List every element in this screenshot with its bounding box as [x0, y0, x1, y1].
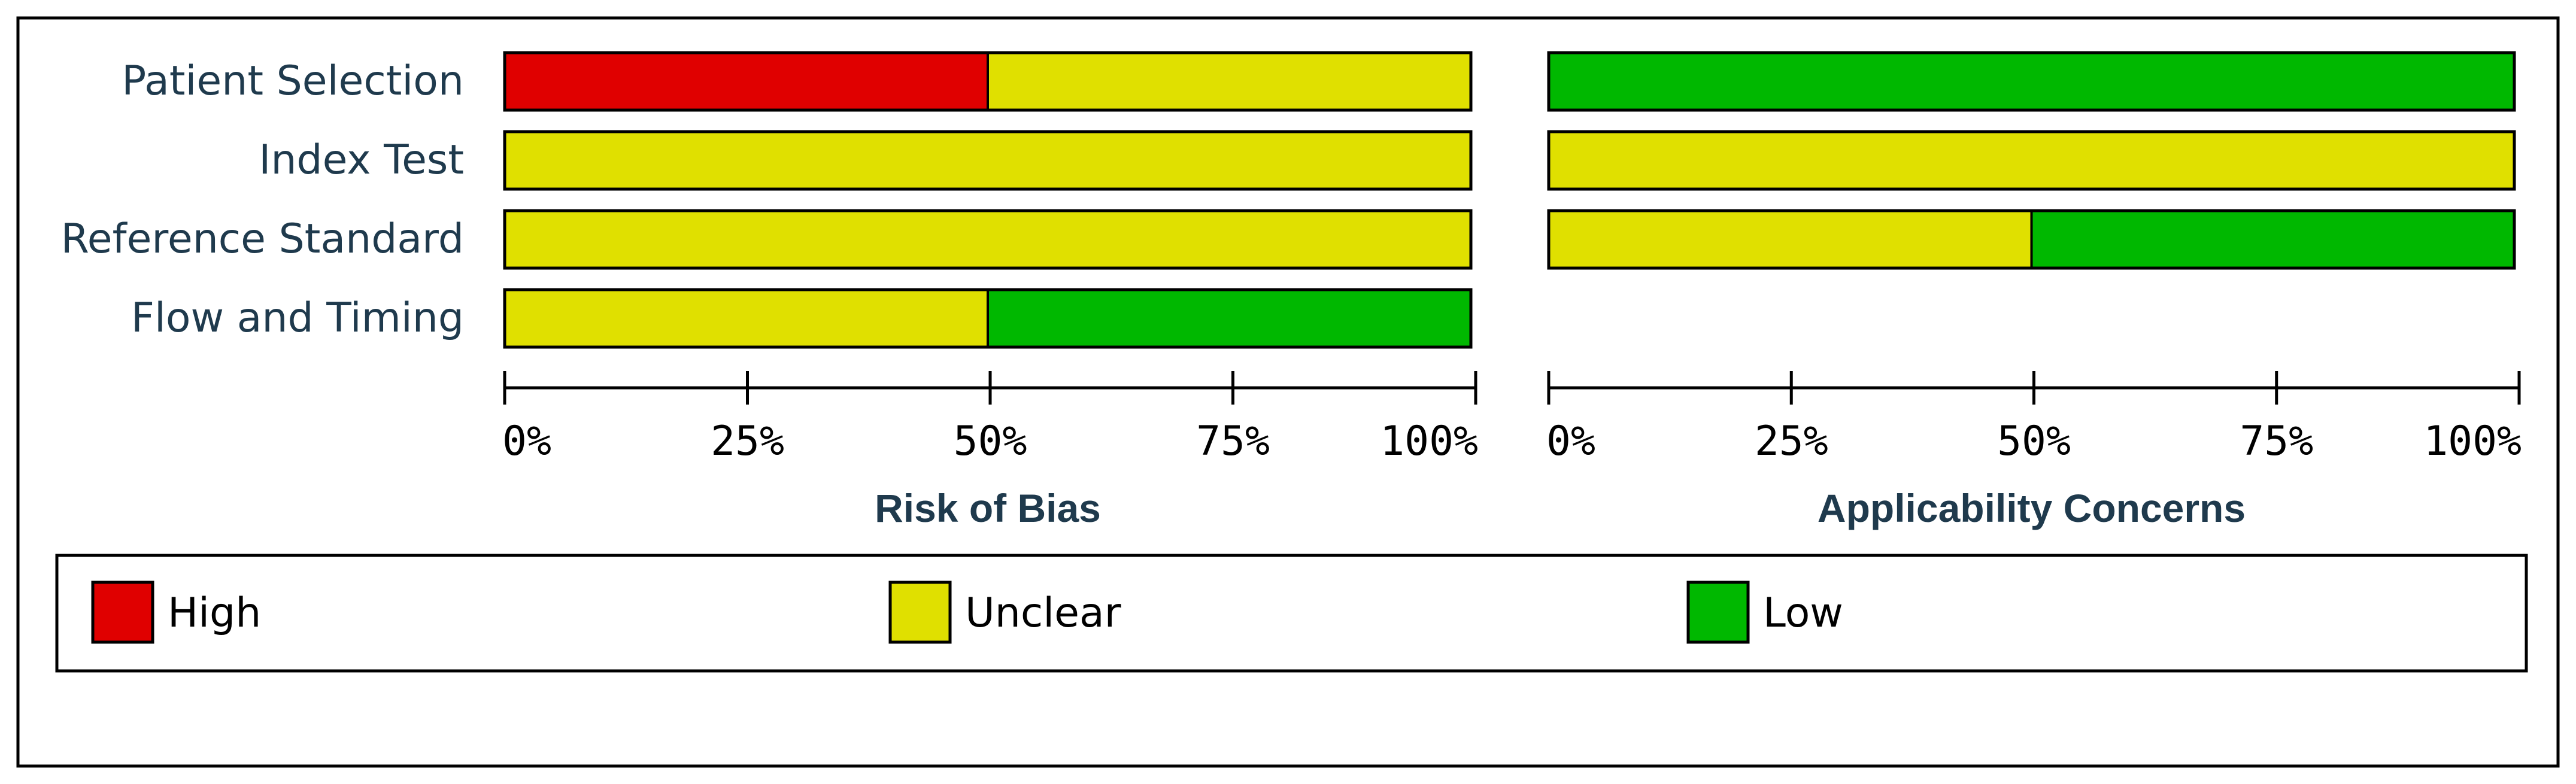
legend-swatch-high — [91, 581, 154, 644]
risk-of-bias-panel: 0% 25% 50% 75% 100% Risk of Bias — [502, 51, 1478, 530]
row-label-flow-and-timing: Flow and Timing — [131, 294, 464, 342]
bar-segment-patient-selection-high — [505, 53, 988, 110]
row-label-reference-standard: Reference Standard — [61, 215, 464, 263]
bar-outline-reference-standard — [503, 209, 1473, 270]
applicability-concerns-panel: 0% 25% 50% 75% 100% Applicability Concerns — [1546, 51, 2522, 530]
bar-segment-patient-selection-low — [1549, 53, 2514, 110]
x-tick-label-50: 50% — [1997, 418, 2071, 465]
bar-segment-index-test-unclear — [1549, 132, 2514, 189]
legend-label-unclear: Unclear — [965, 589, 1121, 637]
x-tick-label-25: 25% — [711, 418, 784, 465]
row-labels: Patient Selection Index Test Reference Sta… — [61, 57, 464, 342]
legend-label-low: Low — [1763, 589, 1843, 637]
x-tick-label-0: 0% — [502, 418, 551, 465]
bar-outline-patient-selection — [1547, 51, 2516, 112]
legend-swatch-low — [1686, 581, 1750, 644]
panel-title-applicability-concerns: Applicability Concerns — [1818, 486, 2246, 530]
bar-outline-flow-and-timing — [503, 288, 1473, 349]
legend: High Unclear Low — [55, 554, 2528, 673]
row-label-index-test: Index Test — [259, 136, 464, 184]
bar-segment-patient-selection-unclear — [988, 53, 1471, 110]
x-tick-label-100: 100% — [1380, 418, 1478, 465]
bar-segment-flow-and-timing-unclear — [505, 290, 988, 347]
x-tick-label-75: 75% — [1196, 418, 1270, 465]
x-tick-label-0: 0% — [1546, 418, 1595, 465]
legend-label-high: High — [168, 589, 261, 637]
x-tick-label-50: 50% — [954, 418, 1027, 465]
x-tick-label-25: 25% — [1755, 418, 1828, 465]
bar-outline-index-test — [1547, 130, 2516, 191]
x-tick-label-100: 100% — [2423, 418, 2522, 465]
bar-outline-reference-standard — [1547, 209, 2516, 270]
panel-title-risk-of-bias: Risk of Bias — [875, 486, 1101, 530]
bar-segment-reference-standard-unclear — [505, 211, 1471, 268]
legend-swatch-unclear — [888, 581, 952, 644]
legend-frame — [55, 554, 2528, 673]
bar-segment-index-test-unclear — [505, 132, 1471, 189]
x-tick-label-75: 75% — [2240, 418, 2313, 465]
bar-segment-reference-standard-low — [2031, 211, 2514, 268]
row-label-patient-selection: Patient Selection — [122, 57, 464, 105]
bar-segment-reference-standard-unclear — [1549, 211, 2032, 268]
bar-outline-index-test — [503, 130, 1473, 191]
bar-outline-patient-selection — [503, 51, 1473, 112]
bar-segment-flow-and-timing-low — [988, 290, 1471, 347]
